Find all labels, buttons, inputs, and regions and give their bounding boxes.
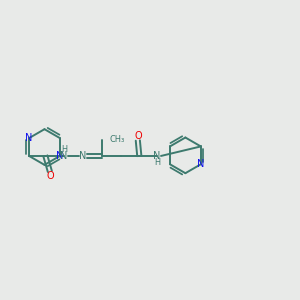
Text: N: N: [80, 151, 87, 161]
Text: CH₃: CH₃: [110, 134, 125, 143]
Text: N: N: [60, 151, 68, 161]
Text: H: H: [61, 145, 67, 154]
Text: N: N: [154, 151, 161, 161]
Text: N: N: [197, 159, 205, 169]
Text: O: O: [46, 171, 54, 181]
Text: N: N: [56, 151, 64, 161]
Text: O: O: [134, 131, 142, 141]
Text: H: H: [154, 158, 160, 167]
Text: N: N: [26, 133, 33, 143]
